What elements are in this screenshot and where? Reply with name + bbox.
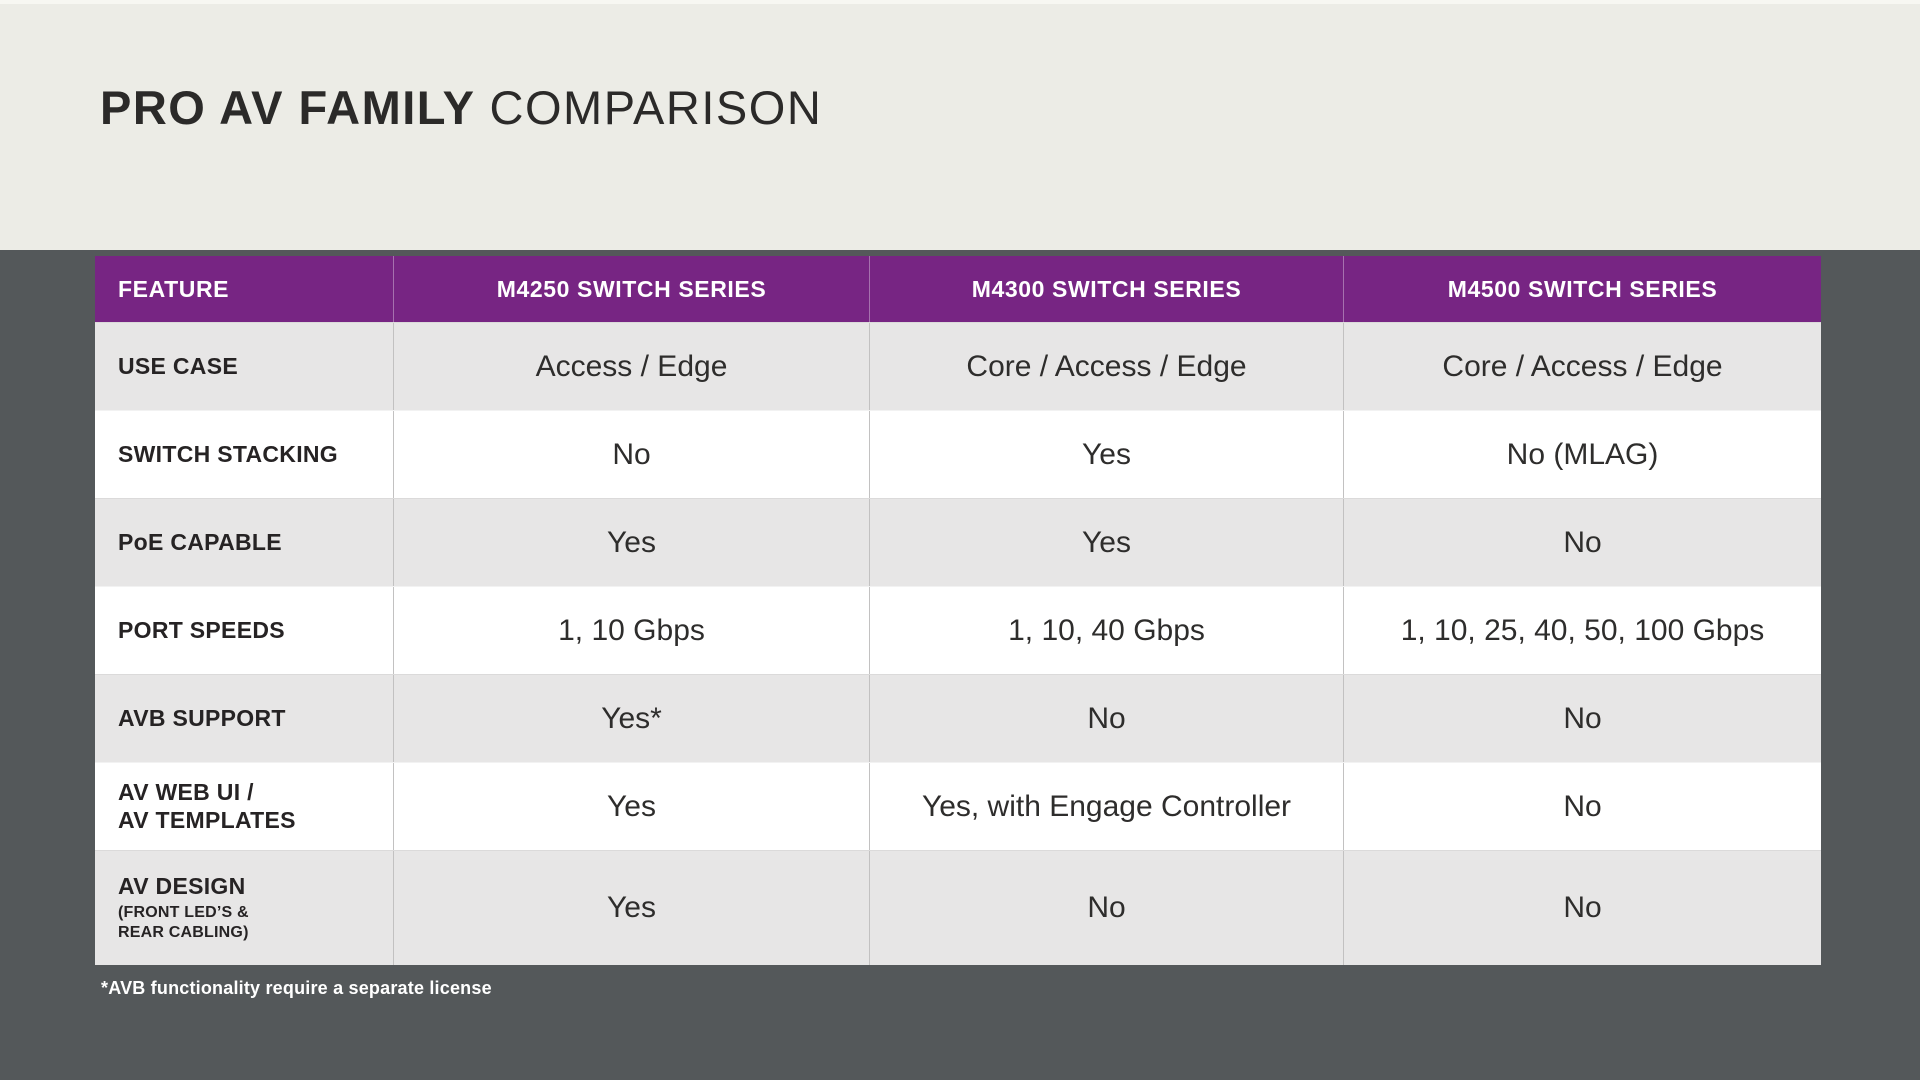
table-header-row: FEATURE M4250 SWITCH SERIES M4300 SWITCH… bbox=[95, 256, 1821, 322]
value-cell-m4300: No bbox=[869, 675, 1343, 762]
value-cell-m4500: No bbox=[1343, 675, 1821, 762]
feature-label: AV WEB UI / AV TEMPLATES bbox=[118, 779, 296, 833]
feature-label: AVB SUPPORT bbox=[118, 704, 286, 731]
feature-cell: AV DESIGN (FRONT LED’S & REAR CABLING) bbox=[95, 851, 393, 965]
value-cell-m4250: Yes bbox=[393, 851, 869, 965]
table-row: PORT SPEEDS 1, 10 Gbps 1, 10, 40 Gbps 1,… bbox=[95, 586, 1821, 674]
value-cell-m4500: No bbox=[1343, 763, 1821, 850]
table-row: PoE CAPABLE Yes Yes No bbox=[95, 498, 1821, 586]
value-cell-m4500: No (MLAG) bbox=[1343, 411, 1821, 498]
value-cell-m4500: No bbox=[1343, 851, 1821, 965]
table-body: USE CASE Access / Edge Core / Access / E… bbox=[95, 322, 1821, 965]
header-cell-feature: FEATURE bbox=[118, 275, 230, 302]
comparison-table: FEATURE M4250 SWITCH SERIES M4300 SWITCH… bbox=[95, 256, 1821, 999]
feature-label: USE CASE bbox=[118, 352, 238, 379]
top-edge-strip bbox=[0, 0, 1920, 4]
value-cell-m4500: No bbox=[1343, 499, 1821, 586]
header-cell-m4250: M4250 SWITCH SERIES bbox=[393, 256, 869, 322]
feature-cell: USE CASE bbox=[95, 323, 393, 410]
value-cell-m4250: No bbox=[393, 411, 869, 498]
value-cell-m4250: 1, 10 Gbps bbox=[393, 587, 869, 674]
header-cell-m4500: M4500 SWITCH SERIES bbox=[1343, 256, 1821, 322]
feature-label: PORT SPEEDS bbox=[118, 616, 285, 643]
value-cell-m4300: Yes bbox=[869, 411, 1343, 498]
value-cell-m4250: Yes* bbox=[393, 675, 869, 762]
footnote: *AVB functionality require a separate li… bbox=[101, 978, 492, 998]
value-cell-m4300: Core / Access / Edge bbox=[869, 323, 1343, 410]
title-band: PRO AV FAMILY COMPARISON bbox=[0, 0, 1920, 250]
value-cell-m4250: Yes bbox=[393, 499, 869, 586]
table-row: AVB SUPPORT Yes* No No bbox=[95, 674, 1821, 762]
feature-label: PoE CAPABLE bbox=[118, 528, 282, 555]
feature-label: SWITCH STACKING bbox=[118, 440, 339, 467]
table-row: SWITCH STACKING No Yes No (MLAG) bbox=[95, 410, 1821, 498]
feature-cell: SWITCH STACKING bbox=[95, 411, 393, 498]
value-cell-m4250: Access / Edge bbox=[393, 323, 869, 410]
value-cell-m4250: Yes bbox=[393, 763, 869, 850]
value-cell-m4300: Yes bbox=[869, 499, 1343, 586]
value-cell-m4300: Yes, with Engage Controller bbox=[869, 763, 1343, 850]
page-title-light: COMPARISON bbox=[489, 81, 823, 134]
value-cell-m4300: No bbox=[869, 851, 1343, 965]
feature-cell: AV WEB UI / AV TEMPLATES bbox=[95, 763, 393, 850]
feature-cell: PORT SPEEDS bbox=[95, 587, 393, 674]
table-row: AV WEB UI / AV TEMPLATES Yes Yes, with E… bbox=[95, 762, 1821, 850]
feature-cell: AVB SUPPORT bbox=[95, 675, 393, 762]
header-cell-m4300: M4300 SWITCH SERIES bbox=[869, 256, 1343, 322]
page-title: PRO AV FAMILY COMPARISON bbox=[100, 84, 822, 131]
value-cell-m4300: 1, 10, 40 Gbps bbox=[869, 587, 1343, 674]
value-cell-m4500: 1, 10, 25, 40, 50, 100 Gbps bbox=[1343, 587, 1821, 674]
feature-sublabel: (FRONT LED’S & REAR CABLING) bbox=[118, 904, 249, 942]
table-row: USE CASE Access / Edge Core / Access / E… bbox=[95, 322, 1821, 410]
table-row: AV DESIGN (FRONT LED’S & REAR CABLING) Y… bbox=[95, 850, 1821, 965]
page-title-bold: PRO AV FAMILY bbox=[100, 81, 476, 134]
feature-cell: PoE CAPABLE bbox=[95, 499, 393, 586]
value-cell-m4500: Core / Access / Edge bbox=[1343, 323, 1821, 410]
feature-label: AV DESIGN bbox=[118, 872, 246, 899]
